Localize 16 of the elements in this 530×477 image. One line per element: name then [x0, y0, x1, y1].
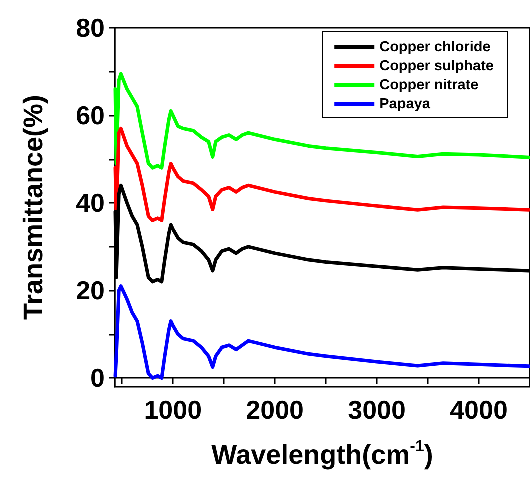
y-tick-label: 80: [76, 13, 105, 43]
x-tick-label: 3000: [348, 395, 406, 425]
legend-label: Copper sulphate: [380, 58, 494, 74]
legend-label: Copper nitrate: [380, 78, 479, 94]
legend-label: Papaya: [380, 96, 432, 112]
x-tick-label: 2000: [246, 395, 304, 425]
line-series: [114, 126, 530, 222]
y-tick-label: 0: [90, 363, 105, 394]
legend-label: Copper chloride: [380, 40, 491, 56]
y-tick-label: 60: [76, 100, 105, 131]
y-tick-label: 40: [76, 188, 105, 218]
x-tick-label: 4000: [450, 395, 508, 425]
y-axis-title: Transmittance(%): [18, 94, 48, 320]
y-tick-label: 20: [76, 276, 105, 306]
line-series: [114, 72, 530, 170]
x-tick-label: 1000: [144, 395, 202, 425]
